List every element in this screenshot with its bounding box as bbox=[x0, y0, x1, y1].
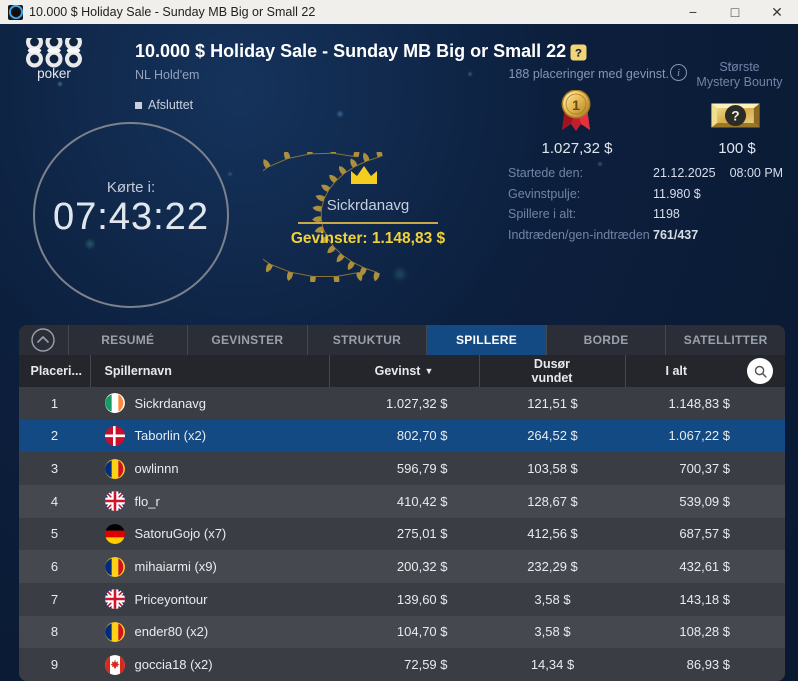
svg-text:poker: poker bbox=[37, 66, 71, 81]
svg-text:?: ? bbox=[731, 109, 739, 124]
svg-text:?: ? bbox=[575, 47, 582, 59]
svg-text:1: 1 bbox=[572, 97, 580, 113]
